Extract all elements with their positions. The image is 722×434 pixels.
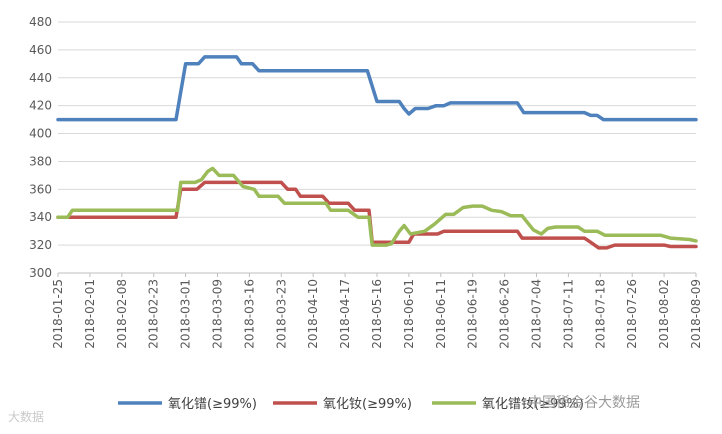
y-tick-label: 460 — [29, 43, 52, 57]
x-tick-label: 2018-06-11 — [434, 279, 448, 349]
x-tick-label: 2018-03-01 — [179, 279, 193, 349]
x-tick-label: 2018-08-09 — [689, 279, 703, 349]
legend-label: 氧化钕(≥99%) — [323, 396, 412, 412]
y-tick-label: 380 — [29, 154, 52, 168]
x-tick-label: 2018-06-19 — [466, 279, 480, 349]
watermark-right: 中国稀金谷大数据 — [528, 395, 640, 411]
legend: 氧化镨(≥99%) 氧化钕(≥99%) 氧化镨钕(≥99%) — [118, 396, 584, 412]
watermark-left: 大数据 — [8, 410, 45, 424]
x-tick-label: 2018-07-11 — [561, 279, 575, 349]
y-tick-label: 420 — [29, 99, 52, 113]
series-line-3 — [56, 166, 698, 247]
x-tick-label: 2018-04-17 — [338, 279, 352, 349]
x-tick-label: 2018-04-10 — [306, 279, 320, 349]
series-lines — [56, 55, 698, 250]
y-tick-label: 360 — [29, 182, 52, 196]
gridlines — [58, 21, 696, 274]
y-tick-label: 300 — [29, 266, 52, 280]
x-tick-label: 2018-07-04 — [530, 279, 544, 349]
x-tick-label: 2018-08-02 — [657, 279, 671, 349]
x-tick-label: 2018-06-01 — [402, 279, 416, 349]
x-tick-label: 2018-07-18 — [593, 279, 607, 349]
y-tick-label: 400 — [29, 127, 52, 141]
x-tick-label: 2018-02-01 — [83, 279, 97, 349]
x-tick-label: 2018-03-16 — [242, 279, 256, 349]
x-tick-label: 2018-07-26 — [625, 279, 639, 349]
x-tick-label: 2018-05-16 — [370, 279, 384, 349]
x-tick-label: 2018-06-26 — [498, 279, 512, 349]
y-tick-label: 320 — [29, 238, 52, 252]
y-tick-label: 480 — [29, 15, 52, 29]
y-tick-label: 440 — [29, 71, 52, 85]
series-line-2 — [56, 180, 698, 250]
x-tick-label: 2018-03-23 — [274, 279, 288, 349]
x-tick-label: 2018-02-08 — [115, 279, 129, 349]
x-tick-label: 2018-03-09 — [211, 279, 225, 349]
x-tick-label: 2018-02-23 — [147, 279, 161, 349]
legend-label: 氧化镨(≥99%) — [168, 397, 257, 412]
y-tick-label: 340 — [29, 210, 52, 224]
legend-label: 氧化镨钕(≥99%) — [482, 396, 584, 412]
x-axis-ticks: 2018-01-25 2018-02-01 2018-02-08 2018-02-23… — [51, 273, 703, 349]
x-tick-label: 2018-01-25 — [51, 279, 65, 349]
y-axis-ticks: 300 320 340 360 380 400 420 440 460 480 — [29, 15, 52, 280]
series-line-1 — [56, 55, 698, 122]
